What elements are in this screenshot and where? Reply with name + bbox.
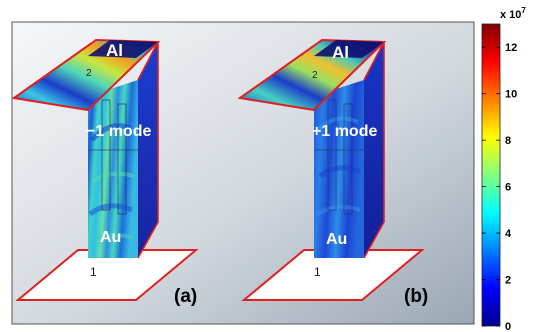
top-metal-label: Al xyxy=(106,41,123,60)
colorbar-tick-label: 8 xyxy=(505,135,511,147)
colorbar-multiplier: x 107 xyxy=(500,6,526,21)
colorbar: x 107 12 10 8 6 4 2 0 xyxy=(481,6,526,332)
port-2-label: 2 xyxy=(86,68,92,79)
panel-b: 1 Al 2 +1 mode Au (b) xyxy=(237,38,428,307)
pillar-outline xyxy=(363,41,385,259)
top-metal-label: Al xyxy=(332,43,349,62)
colorbar-tick-label: 10 xyxy=(505,89,517,101)
bottom-metal-label: Au xyxy=(326,231,347,248)
colorbar-tick-label: 2 xyxy=(505,275,511,287)
field-streaks xyxy=(316,116,362,216)
mode-label: −1 mode xyxy=(86,123,151,140)
port-1-label: 1 xyxy=(314,265,321,279)
colorbar-tick-label: 12 xyxy=(505,42,517,54)
port-1-label: 1 xyxy=(90,265,97,279)
colorbar-gradient xyxy=(481,23,501,327)
panel-a: 1 Al 2 −1 mode Au (a) xyxy=(11,38,199,307)
pillar-side-face xyxy=(364,42,384,258)
colorbar-tick-label: 0 xyxy=(505,321,511,332)
slot-outlines xyxy=(88,99,138,215)
panel-caption: (a) xyxy=(174,286,197,307)
port-1-outline xyxy=(15,249,199,301)
port-2-label: 2 xyxy=(312,70,318,81)
pillar-outline xyxy=(137,41,159,259)
al-pad xyxy=(88,40,158,58)
colorbar-tick-label: 4 xyxy=(505,228,512,240)
mode-label: +1 mode xyxy=(312,123,377,140)
port-1-outline xyxy=(241,249,425,301)
pillar-front-face xyxy=(314,80,364,258)
field-streaks xyxy=(88,123,135,242)
bottom-metal-label: Au xyxy=(100,229,121,246)
pillar-side-face xyxy=(138,42,158,258)
colorbar-tick-label: 6 xyxy=(505,182,511,194)
slot-outlines xyxy=(314,99,364,215)
colorbar-ticks: 12 10 8 6 4 2 0 xyxy=(482,42,517,332)
panel-caption: (b) xyxy=(404,286,428,307)
al-pad xyxy=(314,40,384,58)
